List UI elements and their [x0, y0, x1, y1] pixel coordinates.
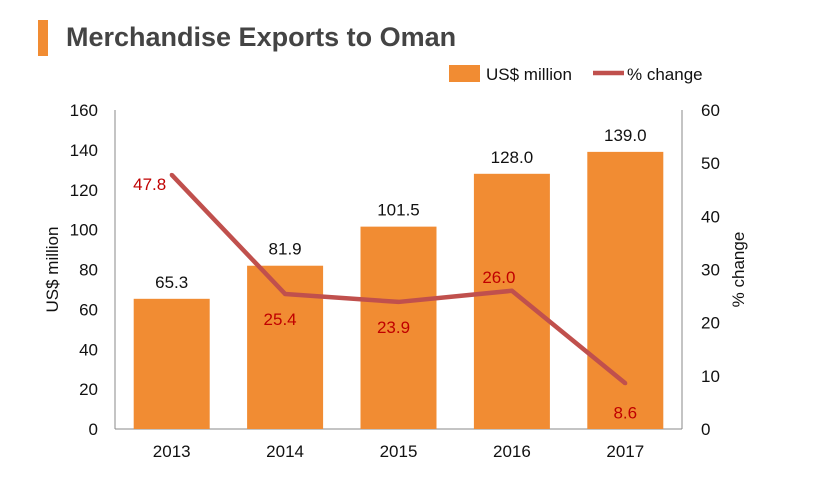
y-tick-label: 140 — [70, 141, 98, 160]
x-tick-label: 2013 — [153, 442, 191, 461]
bar-data-label: 81.9 — [269, 240, 302, 259]
y2-tick-label: 10 — [701, 367, 720, 386]
x-tick-label: 2016 — [493, 442, 531, 461]
y-axis-title: US$ million — [43, 227, 62, 313]
bar-data-label: 65.3 — [155, 273, 188, 292]
x-tick-label: 2015 — [380, 442, 418, 461]
line-point — [283, 291, 288, 296]
line-data-label: 47.8 — [133, 175, 166, 194]
line-point — [396, 299, 401, 304]
y-tick-label: 80 — [79, 261, 98, 280]
x-tick-label: 2017 — [606, 442, 644, 461]
bar-data-label: 101.5 — [377, 201, 420, 220]
bar — [247, 265, 324, 429]
y-tick-label: 100 — [70, 221, 98, 240]
y-tick-label: 160 — [70, 101, 98, 120]
y-tick-label: 40 — [79, 340, 98, 359]
bar — [587, 151, 664, 429]
legend-label-line: % change — [627, 65, 703, 84]
y2-tick-label: 20 — [701, 314, 720, 333]
bar-data-label: 139.0 — [604, 126, 647, 145]
y-tick-label: 60 — [79, 300, 98, 319]
line-data-label: 23.9 — [377, 318, 410, 337]
bar — [473, 173, 550, 429]
line-point — [169, 172, 174, 177]
y2-tick-label: 30 — [701, 261, 720, 280]
chart-title: Merchandise Exports to Oman — [66, 22, 457, 52]
bar-data-label: 128.0 — [491, 148, 534, 167]
title-marker — [38, 20, 48, 56]
y2-tick-label: 40 — [701, 207, 720, 226]
legend-swatch-bar — [449, 65, 480, 82]
line-point — [623, 381, 628, 386]
bar — [133, 298, 210, 429]
y-tick-label: 120 — [70, 181, 98, 200]
y2-tick-label: 60 — [701, 101, 720, 120]
line-point — [509, 288, 514, 293]
y2-tick-label: 0 — [701, 420, 710, 439]
y2-axis-title: % change — [729, 232, 748, 308]
line-data-label: 25.4 — [264, 310, 297, 329]
y2-tick-label: 50 — [701, 154, 720, 173]
line-data-label: 26.0 — [482, 268, 515, 287]
y-tick-label: 20 — [79, 380, 98, 399]
y-tick-label: 0 — [89, 420, 98, 439]
bar — [360, 226, 437, 429]
x-tick-label: 2014 — [266, 442, 304, 461]
line-data-label: 8.6 — [613, 403, 637, 422]
legend-label-bar: US$ million — [486, 65, 572, 84]
